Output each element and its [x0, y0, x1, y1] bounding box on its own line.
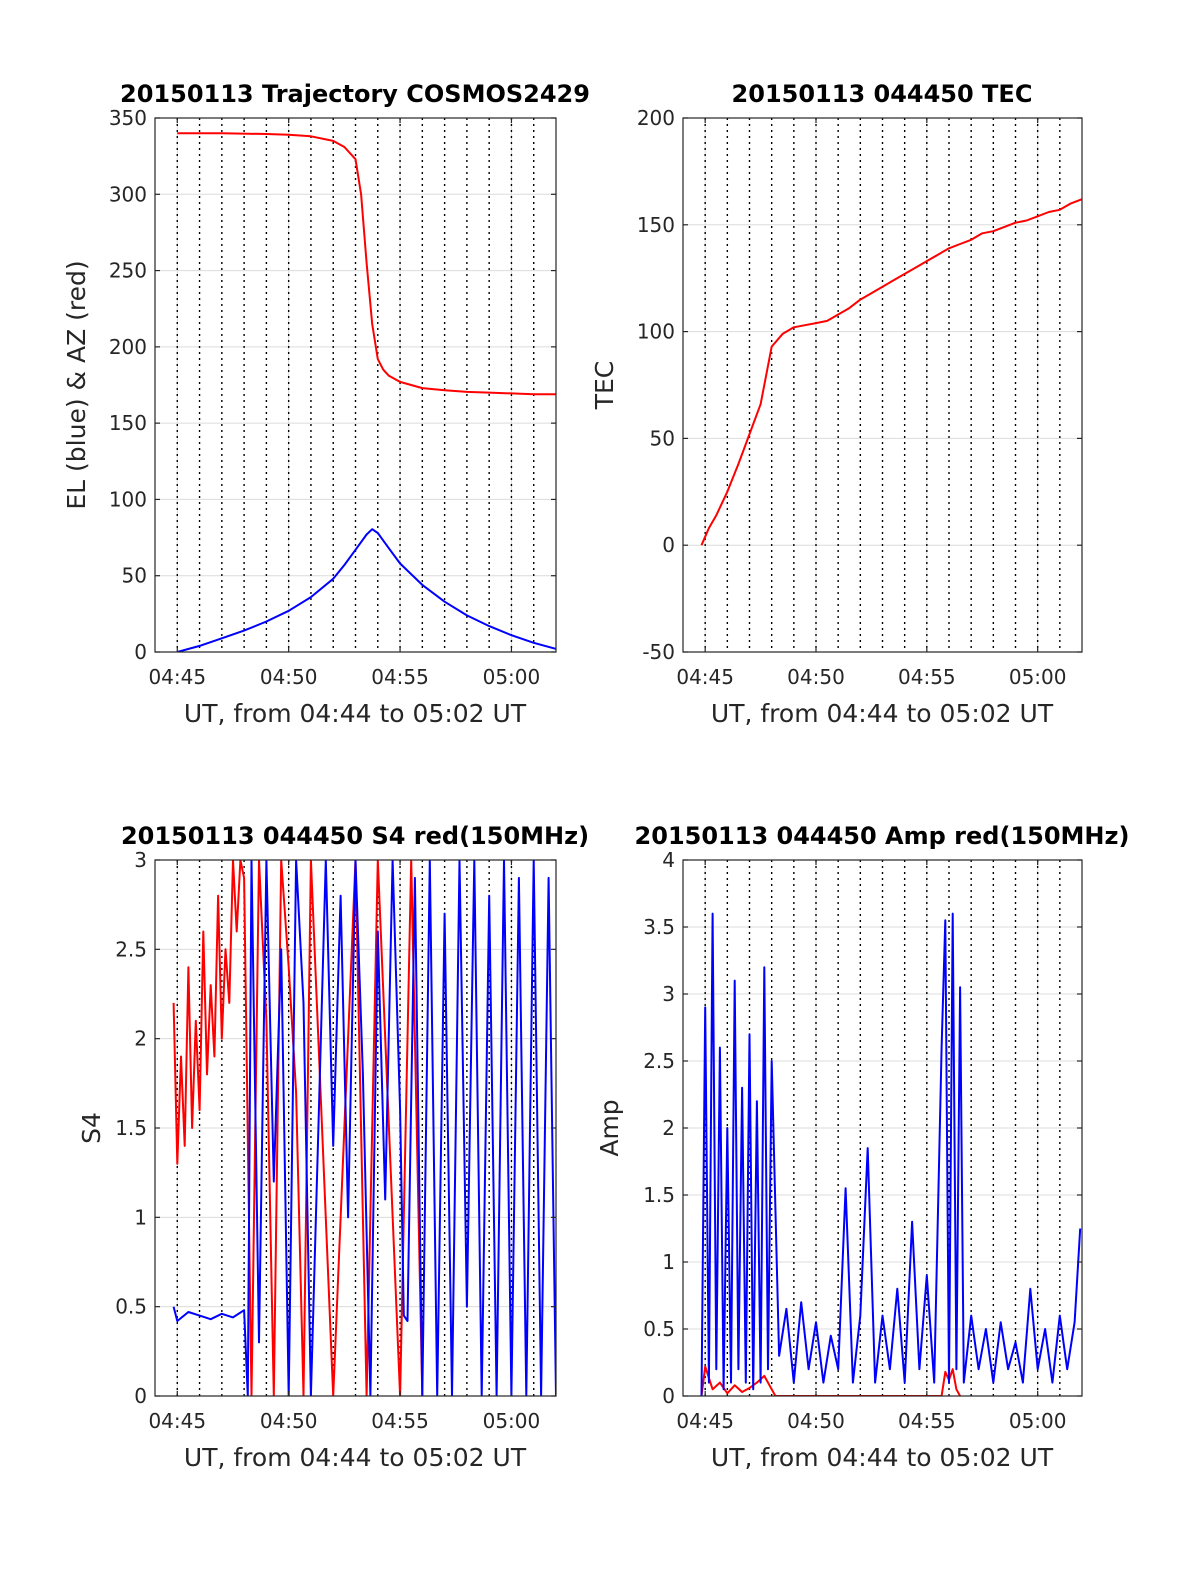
s4-xtick-label-0: 04:45 — [148, 1409, 206, 1433]
tec-ytick-label-1: 0 — [662, 533, 675, 557]
tec-title: 20150113 044450 TEC — [732, 80, 1033, 108]
amp-xtick-label-2: 04:55 — [898, 1409, 956, 1433]
tec-ytick-label-2: 50 — [650, 426, 675, 450]
amp-xtick-label-3: 05:00 — [1009, 1409, 1067, 1433]
trajectory-xtick-label-3: 05:00 — [483, 665, 541, 689]
s4-ytick-label-4: 2 — [134, 1027, 147, 1051]
s4-ytick-label-6: 3 — [134, 848, 147, 872]
s4-ylabel: S4 — [77, 1112, 106, 1144]
tec-xtick-label-1: 04:50 — [787, 665, 845, 689]
tec-xtick-label-2: 04:55 — [898, 665, 956, 689]
s4-xtick-label-1: 04:50 — [260, 1409, 318, 1433]
trajectory-ytick-label-0: 0 — [134, 640, 147, 664]
trajectory-ytick-label-2: 100 — [109, 487, 147, 511]
trajectory-ytick-label-1: 50 — [122, 564, 147, 588]
tec-ytick-label-3: 100 — [637, 320, 675, 344]
amp-ytick-label-6: 3 — [662, 982, 675, 1006]
trajectory-xtick-label-1: 04:50 — [260, 665, 318, 689]
s4-xtick-label-3: 05:00 — [483, 1409, 541, 1433]
tec-ytick-label-5: 200 — [637, 106, 675, 130]
trajectory-ytick-label-7: 350 — [109, 106, 147, 130]
amp-xtick-label-0: 04:45 — [676, 1409, 734, 1433]
amp-ytick-label-7: 3.5 — [643, 915, 675, 939]
trajectory-title: 20150113 Trajectory COSMOS2429 — [120, 80, 590, 108]
amp-series-blue — [700, 912, 1082, 1396]
amp-ylabel: Amp — [595, 1099, 624, 1156]
s4-series-red — [172, 860, 424, 1396]
tec-xlabel: UT, from 04:44 to 05:02 UT — [711, 699, 1054, 728]
trajectory-xtick-label-0: 04:45 — [148, 665, 206, 689]
amp-ytick-label-1: 0.5 — [643, 1317, 675, 1341]
s4-ytick-label-3: 1.5 — [115, 1116, 147, 1140]
amp-panel: 20150113 044450 Amp red(150MHz) Amp UT, … — [595, 822, 1129, 1472]
tec-xtick-label-3: 05:00 — [1009, 665, 1067, 689]
tec-xtick-label-0: 04:45 — [676, 665, 734, 689]
amp-xlabel: UT, from 04:44 to 05:02 UT — [711, 1443, 1054, 1472]
tec-axes-box — [682, 117, 1083, 653]
amp-ytick-label-0: 0 — [662, 1384, 675, 1408]
trajectory-ytick-label-6: 300 — [109, 182, 147, 206]
s4-panel: 20150113 044450 S4 red(150MHz) S4 UT, fr… — [77, 822, 589, 1472]
trajectory-panel: 20150113 Trajectory COSMOS2429 EL (blue)… — [62, 80, 590, 728]
tec-ytick-label-4: 150 — [637, 213, 675, 237]
trajectory-xlabel: UT, from 04:44 to 05:02 UT — [184, 699, 527, 728]
s4-ytick-label-2: 1 — [134, 1205, 147, 1229]
trajectory-ytick-label-4: 200 — [109, 335, 147, 359]
amp-title: 20150113 044450 Amp red(150MHz) — [635, 822, 1130, 850]
s4-title: 20150113 044450 S4 red(150MHz) — [121, 822, 589, 850]
trajectory-ylabel: EL (blue) & AZ (red) — [62, 260, 91, 509]
amp-ytick-label-8: 4 — [662, 848, 675, 872]
tec-ylabel: TEC — [590, 361, 619, 411]
trajectory-axes-box — [154, 117, 557, 653]
trajectory-ytick-label-5: 250 — [109, 259, 147, 283]
s4-xlabel: UT, from 04:44 to 05:02 UT — [184, 1443, 527, 1472]
s4-ytick-label-1: 0.5 — [115, 1295, 147, 1319]
amp-ytick-label-3: 1.5 — [643, 1183, 675, 1207]
s4-ytick-label-0: 0 — [134, 1384, 147, 1408]
amp-ytick-label-5: 2.5 — [643, 1049, 675, 1073]
tec-series-red — [700, 198, 1082, 546]
amp-ytick-label-4: 2 — [662, 1116, 675, 1140]
s4-ytick-label-5: 2.5 — [115, 937, 147, 961]
trajectory-series-blue — [177, 528, 556, 652]
trajectory-ytick-label-3: 150 — [109, 411, 147, 435]
s4-series-blue — [172, 860, 556, 1396]
tec-panel: 20150113 044450 TEC TEC UT, from 04:44 t… — [590, 80, 1083, 728]
amp-xtick-label-1: 04:50 — [787, 1409, 845, 1433]
trajectory-xtick-label-2: 04:55 — [371, 665, 429, 689]
amp-ytick-label-2: 1 — [662, 1250, 675, 1274]
tec-ytick-label-0: -50 — [642, 640, 675, 664]
amp-series-red — [700, 1365, 961, 1396]
trajectory-series-red — [177, 132, 556, 396]
s4-xtick-label-2: 04:55 — [371, 1409, 429, 1433]
